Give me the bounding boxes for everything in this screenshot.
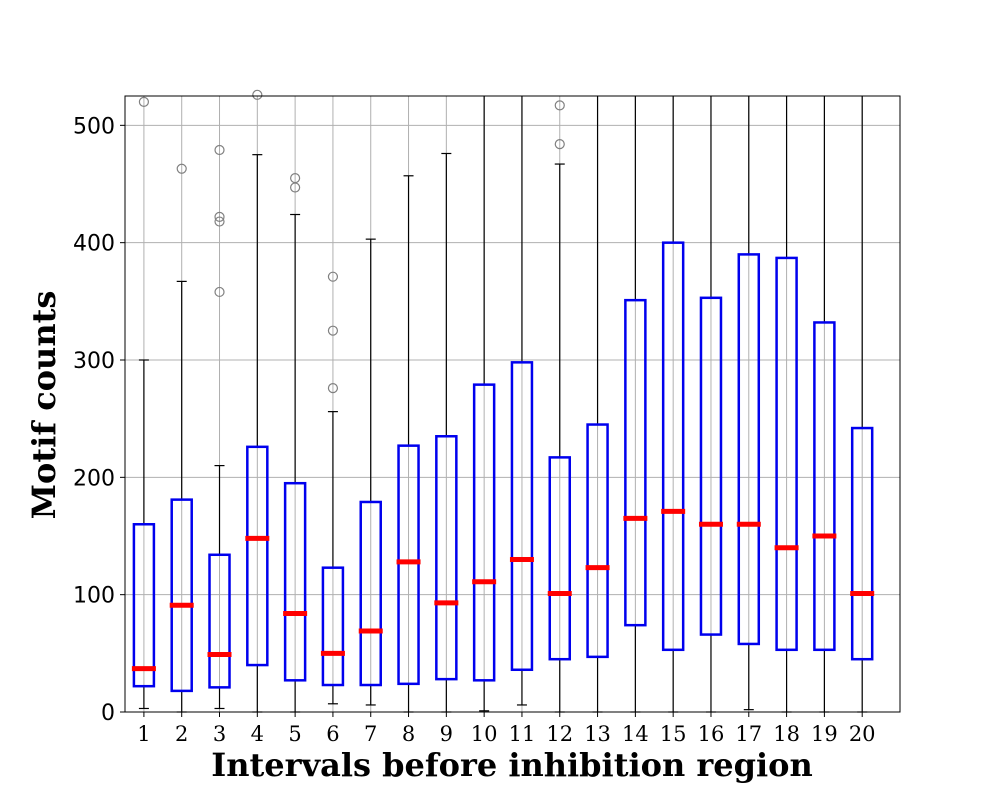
- outlier-point: [554, 139, 565, 150]
- outlier-point: [214, 211, 225, 222]
- x-axis-label: Intervals before inhibition region: [211, 746, 813, 784]
- box-iqr: [624, 298, 647, 627]
- box-iqr: [661, 241, 685, 652]
- x-tick-label: 7: [364, 722, 377, 746]
- box-iqr: [548, 456, 572, 661]
- box-group-16: [698, 96, 723, 713]
- box-group-19: [812, 96, 837, 713]
- x-tick-label: 6: [326, 722, 339, 746]
- x-tick-label: 16: [698, 722, 725, 746]
- box-iqr: [510, 361, 534, 672]
- outlier-point: [327, 271, 339, 282]
- box-group-20: [850, 96, 875, 713]
- box-group-6: [320, 271, 345, 705]
- outlier-point: [327, 383, 339, 394]
- box-iqr: [132, 523, 156, 688]
- x-tick-label: 11: [509, 722, 536, 746]
- outlier-point: [138, 96, 150, 107]
- box-iqr: [472, 383, 496, 682]
- box-group-10: [472, 96, 497, 712]
- box-iqr: [208, 553, 231, 689]
- box-group-5: [283, 173, 308, 713]
- x-tick-label: 3: [213, 722, 226, 746]
- x-tick-label: 17: [735, 722, 762, 746]
- box-group-14: [623, 96, 648, 713]
- box-iqr: [699, 296, 723, 636]
- x-tick-label: 1: [137, 722, 150, 746]
- x-tick-label: 4: [251, 722, 264, 746]
- x-tick-label: 2: [175, 722, 188, 746]
- y-tick-label: 0: [101, 701, 115, 726]
- outlier-point: [252, 89, 263, 100]
- x-tick-label: 15: [660, 722, 687, 746]
- box-iqr: [586, 423, 609, 659]
- box-iqr: [283, 481, 307, 682]
- box-group-17: [736, 96, 761, 711]
- box-group-2: [169, 163, 194, 713]
- box-iqr: [321, 566, 345, 687]
- y-axis: 0 100 200 300 400 500: [73, 114, 125, 726]
- outlier-point: [214, 286, 225, 298]
- box-iqr: [435, 435, 458, 681]
- box-iqr: [737, 253, 761, 646]
- y-tick-label: 200: [73, 466, 115, 491]
- y-tick-label: 300: [73, 349, 115, 374]
- y-axis-label: Motif counts: [25, 291, 63, 520]
- y-tick-label: 400: [73, 232, 115, 257]
- box-iqr: [775, 256, 798, 652]
- box-group-1: [131, 96, 156, 710]
- box-iqr: [813, 321, 836, 652]
- outlier-point: [327, 325, 339, 336]
- box-iqr: [246, 445, 269, 667]
- x-tick-label: 8: [402, 722, 415, 746]
- outlier-point: [214, 216, 225, 227]
- x-tick-label: 10: [471, 722, 498, 746]
- x-tick-label: 18: [773, 722, 800, 746]
- box-group-11: [509, 96, 534, 706]
- y-tick-label: 100: [73, 584, 115, 609]
- box-iqr: [850, 426, 874, 661]
- box-iqr: [170, 498, 193, 693]
- x-tick-label: 5: [288, 722, 301, 746]
- x-tick-label: 12: [546, 722, 573, 746]
- x-tick-label: 14: [622, 722, 649, 746]
- box-iqr: [397, 444, 420, 686]
- plot-area: [131, 89, 875, 713]
- outlier-point: [290, 173, 301, 184]
- box-group-7: [358, 238, 383, 706]
- box-group-4: [245, 89, 270, 713]
- box-iqr: [359, 500, 382, 687]
- outlier-point: [554, 100, 565, 111]
- box-group-8: [396, 175, 421, 713]
- x-tick-label: 9: [440, 722, 453, 746]
- outlier-point: [214, 144, 225, 156]
- plot-frame: [124, 95, 901, 713]
- x-tick-label: 20: [849, 722, 876, 746]
- x-axis: 1 2 3 4 5 6 7 8 9 10 11 12 13 14 15 16 17 18 19 20: [137, 712, 876, 746]
- box-group-3: [207, 144, 232, 710]
- x-tick-label: 13: [584, 722, 611, 746]
- outlier-point: [176, 163, 187, 174]
- box-group-13: [585, 96, 610, 713]
- y-tick-label: 500: [73, 114, 115, 139]
- x-tick-label: 19: [811, 722, 838, 746]
